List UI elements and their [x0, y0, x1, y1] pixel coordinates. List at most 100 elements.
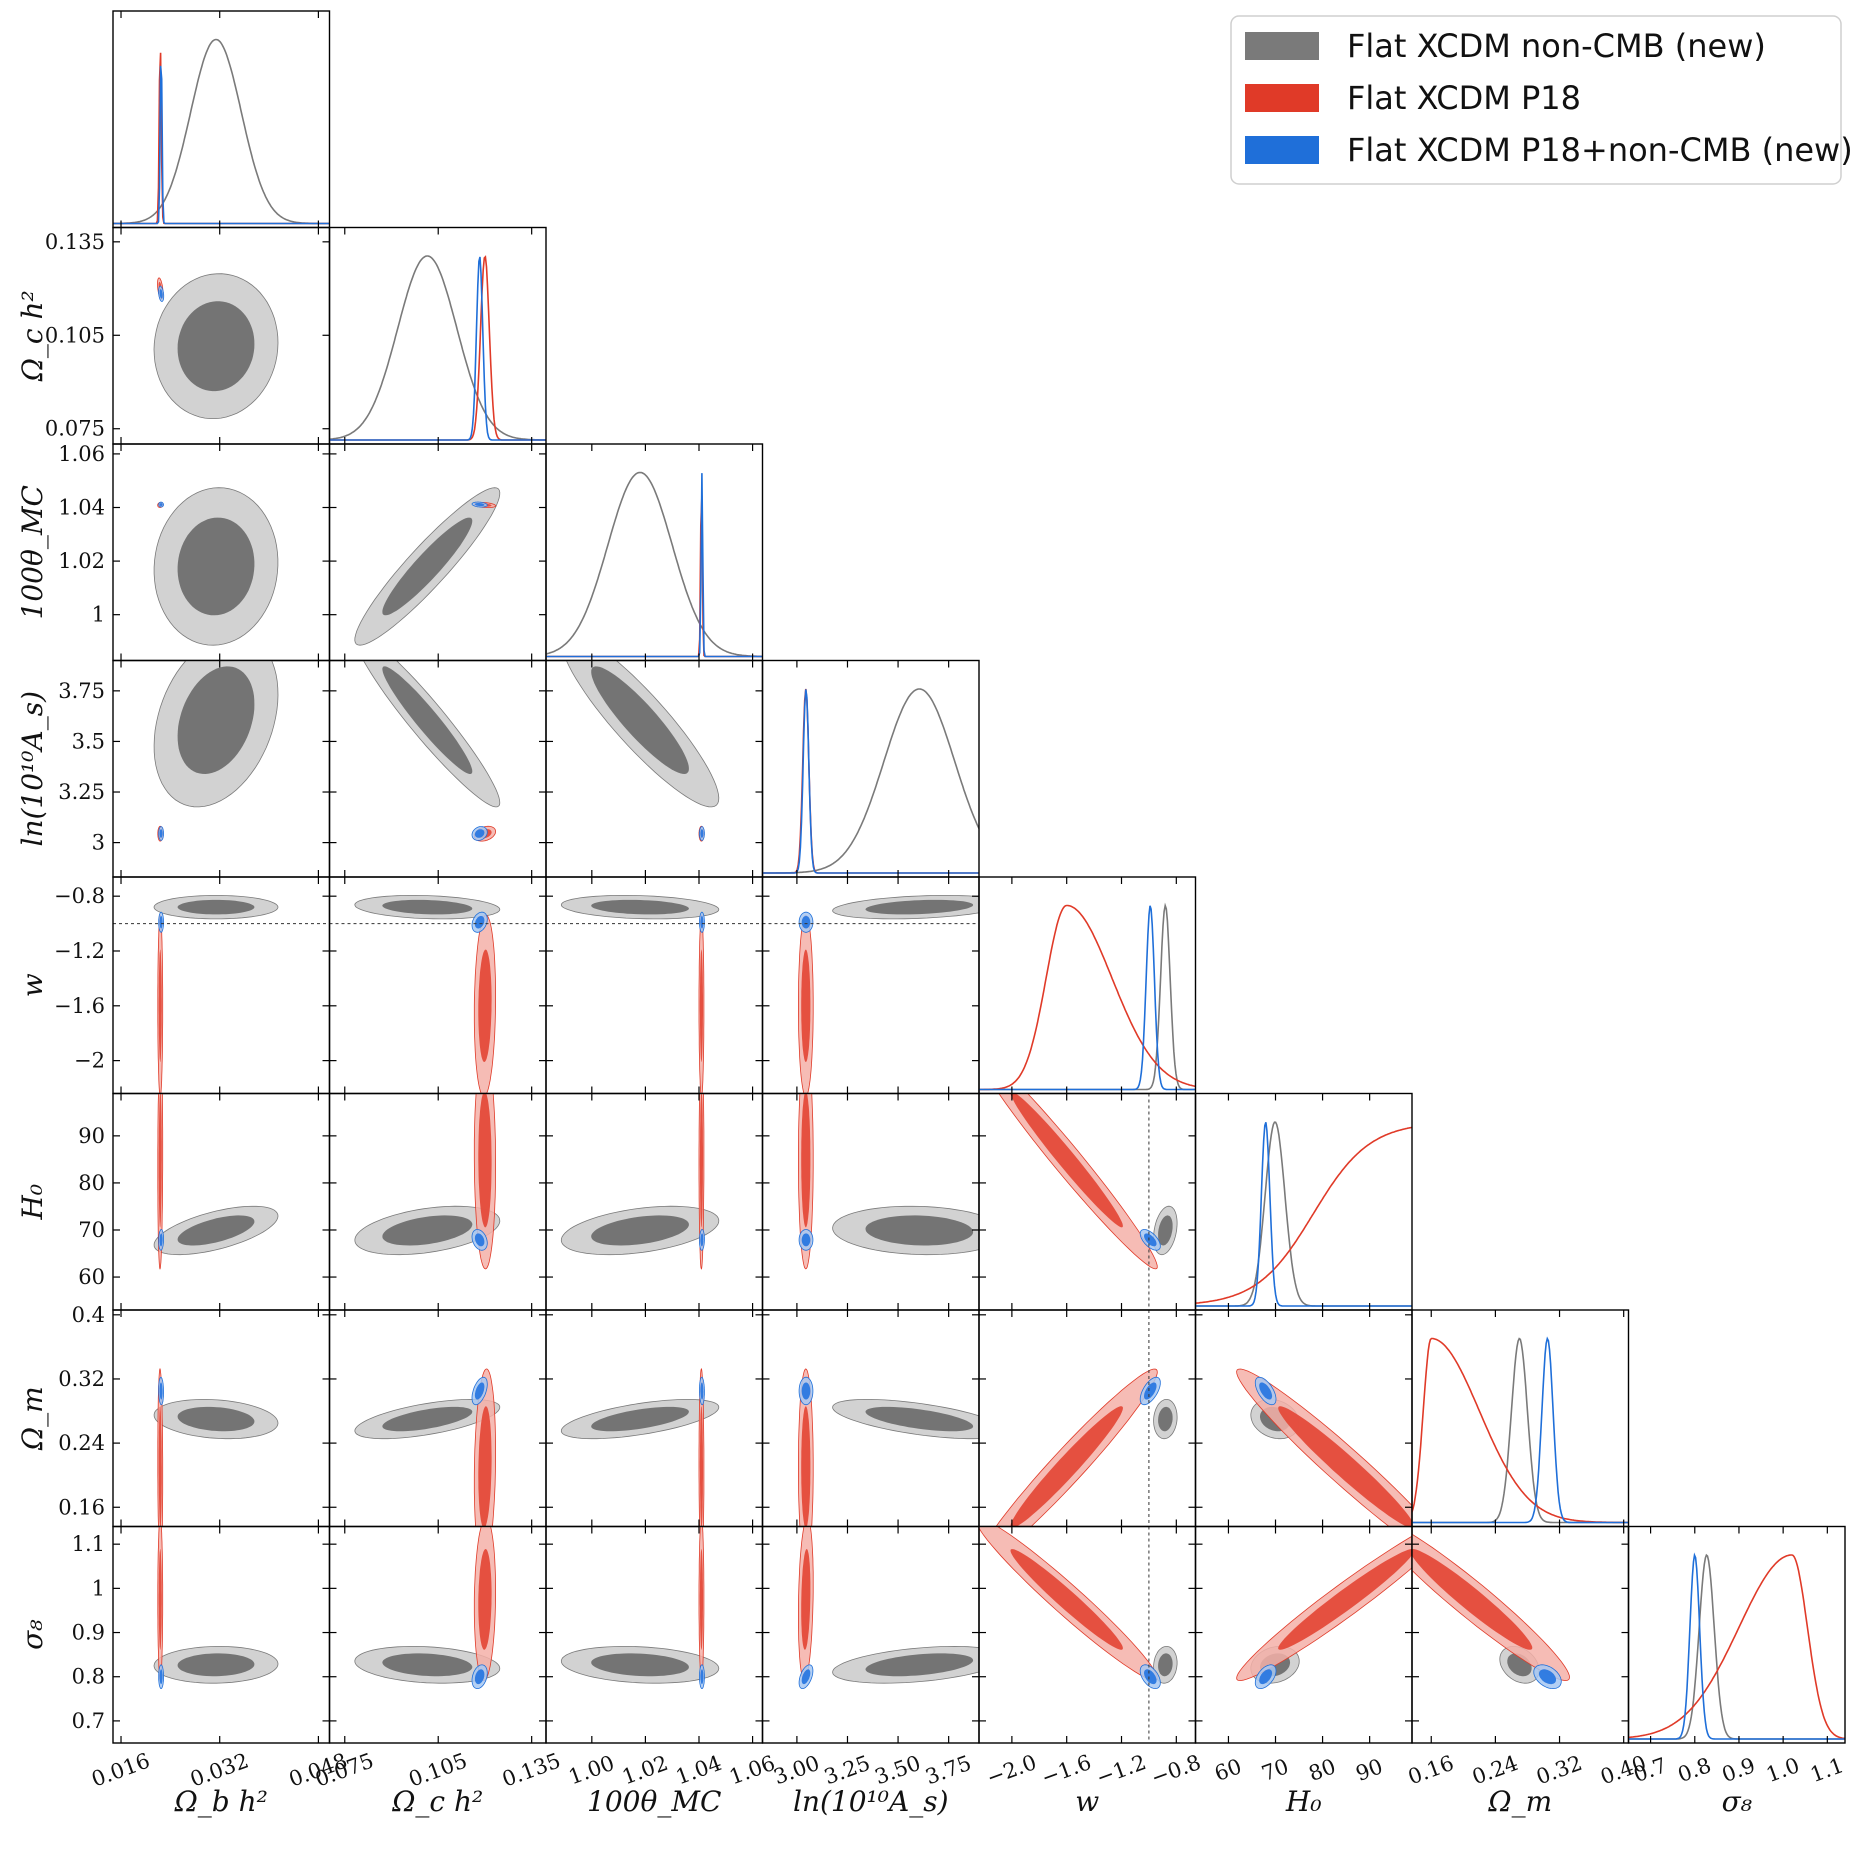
y-tick-label: 3.75 — [58, 679, 105, 703]
contour-68-2 — [1259, 1382, 1273, 1400]
panel-omch2-logA — [363, 660, 501, 842]
panel-frame — [545, 1525, 764, 1744]
x-tick-label: 0.16 — [1405, 1751, 1457, 1790]
legend-swatch-2 — [1245, 136, 1319, 164]
marginal-curve-2 — [979, 905, 1196, 1091]
contour-68-1 — [478, 1093, 492, 1228]
panel-w-omm — [995, 1310, 1178, 1527]
contour-68-1 — [1278, 1549, 1412, 1650]
panel-w-w — [979, 902, 1196, 1091]
contour-68-2 — [700, 1382, 704, 1400]
panel-logA-H0 — [798, 1093, 979, 1270]
x-axis-label-logA: ln(10¹⁰A_s) — [793, 1785, 949, 1818]
y-tick-label: 1 — [92, 1576, 105, 1600]
x-tick-label: 0.24 — [1469, 1751, 1521, 1790]
contour-68-0 — [591, 1653, 689, 1677]
contour-68-1 — [1010, 1406, 1123, 1527]
marginal-curve-0 — [546, 471, 763, 658]
x-axis-label-sig8: σ₈ — [1722, 1785, 1753, 1818]
y-tick-label: −0.8 — [54, 884, 105, 908]
contour-68-2 — [474, 1669, 485, 1685]
panel-omm-omm — [1412, 1336, 1629, 1524]
contour-68-1 — [1010, 1549, 1123, 1650]
x-tick-label: −1.2 — [1093, 1750, 1149, 1790]
contour-68-0 — [591, 899, 689, 915]
x-tick-label: 3.50 — [872, 1751, 924, 1790]
contour-68-0 — [591, 1215, 689, 1246]
contour-68-1 — [699, 949, 703, 1062]
y-tick-label: 0.105 — [45, 323, 105, 347]
marginal-curve-2 — [1412, 1336, 1629, 1524]
contour-68-0 — [382, 1653, 473, 1677]
marginal-curve-0 — [1628, 1553, 1845, 1740]
marginal-curve-0 — [762, 688, 979, 874]
contour-68-1 — [158, 1406, 162, 1527]
legend-box — [1230, 15, 1842, 185]
panel-omch2-omch2 — [329, 255, 546, 441]
marginal-curve-2 — [329, 256, 546, 441]
y-tick-label: 70 — [78, 1218, 105, 1242]
contour-68-2 — [1539, 1669, 1556, 1685]
y-tick-label: 3.25 — [58, 780, 105, 804]
panel-theta-sig8 — [560, 1526, 720, 1689]
panel-frame — [112, 1525, 331, 1744]
contour-68-1 — [801, 1093, 811, 1228]
marginal-curve-1 — [113, 52, 330, 225]
x-tick-label: 0.8 — [1675, 1753, 1715, 1787]
x-tick-label: −2.0 — [983, 1750, 1039, 1790]
y-tick-label: 0.9 — [72, 1621, 105, 1645]
contour-68-0 — [1158, 1215, 1173, 1246]
contour-68-2 — [1259, 1669, 1273, 1685]
contour-68-1 — [801, 949, 811, 1062]
panel-frame — [1627, 1525, 1846, 1744]
contour-68-2 — [801, 1233, 811, 1247]
x-tick-label: 0.135 — [499, 1749, 564, 1792]
marginal-curve-1 — [1412, 1337, 1629, 1524]
x-axis-label-omm: Ω_m — [1487, 1785, 1552, 1818]
contour-68-2 — [159, 1233, 163, 1247]
contour-68-0 — [865, 899, 974, 915]
x-axis-label-theta: 100θ_MC — [587, 1785, 721, 1818]
panel-frame — [328, 226, 547, 445]
contour-68-0 — [177, 666, 255, 774]
panel-logA-w — [762, 895, 979, 1094]
panel-theta-w — [546, 895, 763, 1094]
panel-frame — [328, 1092, 547, 1311]
panel-omch2-omm — [354, 1368, 501, 1527]
contour-68-1 — [699, 1093, 703, 1228]
panel-frame — [761, 1525, 980, 1744]
contour-68-2 — [700, 1669, 704, 1685]
contour-68-0 — [382, 517, 473, 616]
contour-68-1 — [478, 1406, 492, 1527]
contour-68-0 — [382, 666, 473, 774]
panel-w-H0 — [998, 1093, 1178, 1310]
marginal-curve-0 — [1195, 1121, 1412, 1307]
panel-omch2-H0 — [354, 1093, 501, 1270]
contour-68-1 — [801, 1406, 811, 1527]
panel-frame — [328, 1525, 547, 1744]
panel-H0-omm — [1236, 1368, 1412, 1527]
contour-68-1 — [1278, 1406, 1412, 1527]
x-tick-label: 0.016 — [88, 1749, 153, 1792]
contour-68-2 — [801, 1669, 811, 1685]
legend-swatch-0 — [1245, 32, 1319, 60]
panel-omch2-w — [329, 895, 546, 1094]
y-tick-label: 0.7 — [72, 1709, 105, 1733]
y-tick-label: 90 — [78, 1124, 105, 1148]
panel-theta-omm — [560, 1368, 720, 1527]
panel-H0-sig8 — [1236, 1535, 1412, 1689]
marginal-curve-1 — [1195, 1126, 1412, 1304]
x-tick-label: 1.02 — [619, 1751, 671, 1790]
y-axis-label-w: w — [16, 973, 49, 997]
panel-frame — [761, 659, 980, 878]
contour-68-1 — [158, 949, 162, 1062]
y-axis-label-omch2: Ω_c h² — [16, 290, 49, 382]
panel-logA-omm — [798, 1368, 979, 1527]
panel-ombh2-omch2 — [153, 273, 279, 419]
marginal-curve-2 — [1195, 1122, 1412, 1307]
marginal-curve-2 — [1628, 1552, 1845, 1740]
contour-68-1 — [699, 1549, 703, 1650]
contour-68-2 — [801, 916, 811, 929]
panel-frame — [978, 876, 1197, 1095]
